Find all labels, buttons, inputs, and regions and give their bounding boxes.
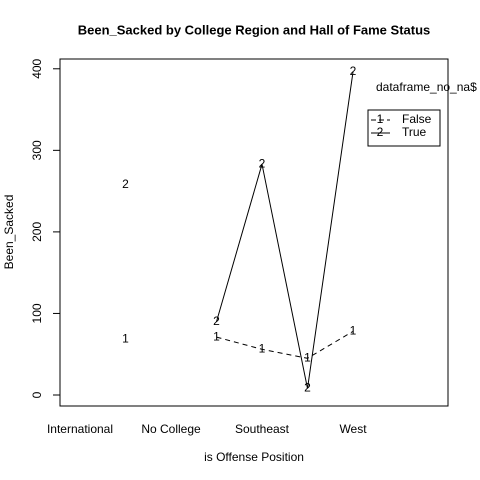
point-marker: 2 (213, 314, 220, 328)
x-tick-label: International (47, 422, 113, 436)
legend-label: True (402, 125, 427, 139)
x-axis-label: is Offense Position (204, 450, 304, 464)
y-tick-label: 100 (30, 303, 44, 323)
point-marker: 2 (350, 64, 357, 78)
point-marker: 1 (213, 329, 220, 343)
y-tick-label: 300 (30, 140, 44, 160)
y-tick-label: 0 (30, 391, 44, 398)
y-axis-label: Been_Sacked (2, 195, 16, 270)
legend-marker: 2 (377, 125, 384, 139)
point-marker: 1 (304, 350, 311, 364)
y-tick-label: 200 (30, 222, 44, 242)
point-marker: 1 (122, 332, 129, 346)
point-marker: 1 (259, 341, 266, 355)
point-marker: 2 (122, 177, 129, 191)
legend-marker: 1 (377, 112, 384, 126)
y-tick-label: 400 (30, 58, 44, 78)
legend-title: dataframe_no_na$ (376, 80, 477, 94)
series-line (216, 330, 354, 359)
point-marker: 2 (304, 381, 311, 395)
point-marker: 1 (350, 324, 357, 338)
series-line (216, 71, 354, 389)
chart-title: Been_Sacked by College Region and Hall o… (78, 22, 431, 37)
x-tick-label: No College (141, 422, 201, 436)
legend-label: False (402, 112, 432, 126)
point-marker: 2 (259, 156, 266, 170)
x-tick-label: West (339, 422, 367, 436)
plot-box (59, 58, 449, 407)
legend-box (367, 109, 441, 147)
x-tick-label: Southeast (235, 422, 290, 436)
